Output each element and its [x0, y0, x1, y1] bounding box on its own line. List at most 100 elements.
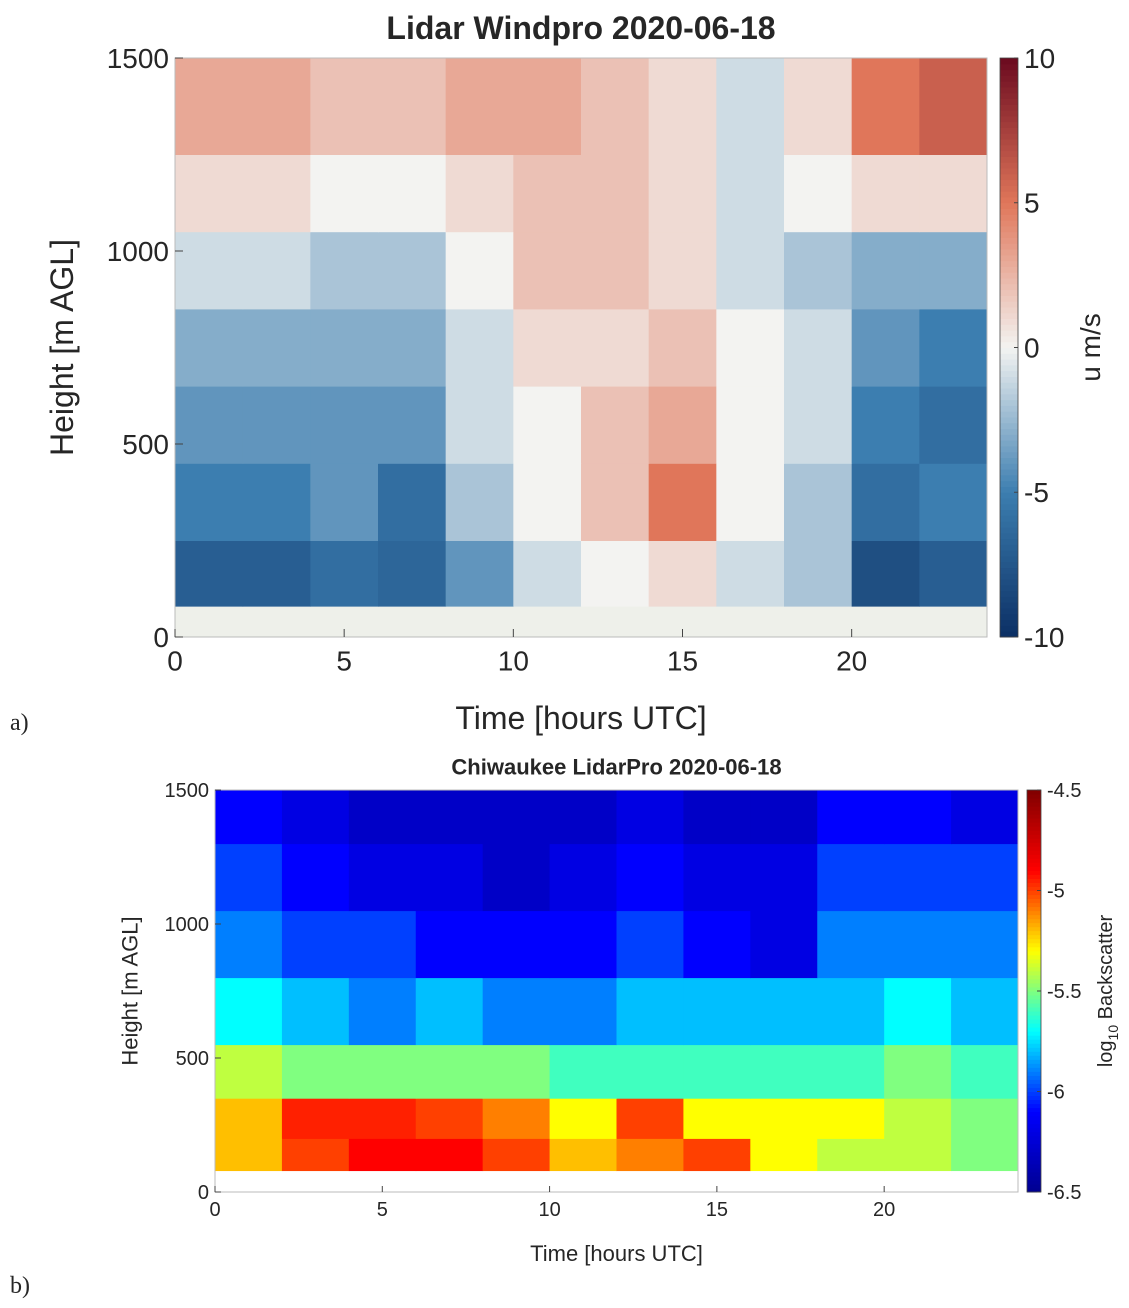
- heatmap-cell: [348, 910, 417, 979]
- heatmap-cell: [215, 1098, 283, 1139]
- heatmap-cell: [951, 790, 1019, 845]
- heatmap-cell: [784, 58, 853, 155]
- colorbar-slice: [1027, 874, 1041, 879]
- heatmap-cell: [482, 977, 551, 1046]
- colorbar-slice: [1000, 416, 1018, 424]
- colorbar-slice: [1000, 133, 1018, 140]
- colorbar-label: u m/s: [1075, 313, 1106, 381]
- y-tick-label: 500: [176, 1048, 209, 1070]
- colorbar-slice: [1027, 1087, 1041, 1092]
- heatmap-cell: [919, 154, 988, 233]
- heatmap-cell: [415, 1098, 484, 1139]
- colorbar-slice: [1027, 906, 1041, 912]
- heatmap-cell: [951, 1138, 1019, 1172]
- heatmap-cell: [482, 790, 551, 845]
- colorbar-slice: [1027, 1135, 1041, 1141]
- colorbar-slice: [1000, 139, 1018, 146]
- colorbar-slice: [1027, 1091, 1041, 1097]
- colorbar-slice: [1000, 353, 1018, 360]
- colorbar-slice: [1000, 121, 1018, 128]
- heatmap-cell: [348, 843, 417, 912]
- colorbar-tick-label: -6: [1047, 1082, 1065, 1104]
- heatmap-cell: [716, 463, 785, 541]
- colorbar-slice: [1000, 249, 1018, 256]
- colorbar-slice: [1000, 115, 1018, 123]
- heatmap-cell: [648, 308, 717, 387]
- colorbar-slice: [1000, 521, 1018, 528]
- colorbar-slice: [1027, 946, 1041, 952]
- colorbar-slice: [1027, 1103, 1041, 1109]
- colorbar-slice: [1027, 1023, 1041, 1028]
- heatmap-cell: [549, 1098, 617, 1139]
- heatmap-cell: [851, 58, 920, 155]
- heatmap-cell: [648, 154, 717, 233]
- heatmap-cell: [616, 910, 684, 979]
- colorbar-slice: [1000, 260, 1018, 267]
- colorbar-slice: [1000, 202, 1018, 210]
- colorbar-slice: [1027, 910, 1041, 916]
- heatmap-cell: [482, 1138, 551, 1172]
- heatmap-cell: [445, 231, 514, 310]
- colorbar-slice: [1000, 220, 1018, 227]
- colorbar-slice: [1027, 822, 1041, 827]
- y-tick-label: 1500: [107, 43, 169, 74]
- heatmap-cell: [549, 1138, 617, 1172]
- colorbar-slice: [1000, 312, 1018, 320]
- colorbar-slice: [1000, 584, 1018, 592]
- colorbar-slice: [1000, 428, 1018, 435]
- colorbar-slice: [1000, 515, 1018, 522]
- colorbar-label-part: log: [1095, 1040, 1117, 1067]
- colorbar-slice: [1000, 179, 1018, 186]
- colorbar-slice: [1000, 503, 1018, 511]
- heatmap-cell: [683, 1044, 751, 1099]
- colorbar-slice: [1027, 814, 1041, 819]
- colorbar-label-part: u m/s: [1075, 313, 1106, 381]
- heatmap-cell: [513, 463, 582, 541]
- heatmap-cell: [750, 1138, 818, 1172]
- heatmap-cell: [750, 1098, 818, 1139]
- heatmap-cell: [348, 790, 417, 845]
- colorbar-slice: [1000, 625, 1018, 632]
- heatmap-cell: [817, 910, 885, 979]
- colorbar-slice: [1027, 958, 1041, 964]
- heatmap-cell: [648, 231, 717, 310]
- colorbar-slice: [1000, 538, 1018, 545]
- colorbar-slice: [1000, 393, 1018, 401]
- heatmap-cell: [445, 386, 514, 464]
- colorbar-slice: [1027, 1035, 1041, 1040]
- heatmap-cell: [750, 1044, 818, 1099]
- heatmap-cell: [348, 1044, 417, 1099]
- colorbar-slice: [1000, 196, 1018, 204]
- x-axis-label: Time [hours UTC]: [530, 1241, 703, 1266]
- heatmap-cell: [415, 1044, 484, 1099]
- colorbar-slice: [1000, 75, 1018, 82]
- colorbar-tick-label: -5: [1024, 477, 1049, 508]
- colorbar-slice: [1000, 486, 1018, 493]
- heatmap-cell: [951, 910, 1019, 979]
- colorbar-tick-label: -5: [1047, 881, 1065, 903]
- heatmap-cell: [784, 308, 853, 387]
- colorbar-slice: [1000, 306, 1018, 314]
- heatmap-cell: [549, 843, 617, 912]
- colorbar-slice: [1000, 208, 1018, 215]
- colorbar-slice: [1027, 1175, 1041, 1181]
- colorbar-slice: [1000, 399, 1018, 406]
- colorbar-slice: [1027, 830, 1041, 835]
- colorbar-slice: [1027, 1039, 1041, 1044]
- colorbar-slice: [1027, 974, 1041, 980]
- heatmap-cell: [378, 154, 447, 233]
- heatmap-cell: [175, 154, 244, 233]
- heatmap-cell: [616, 1138, 684, 1172]
- x-tick-label: 20: [873, 1199, 895, 1221]
- colorbar-slice: [1027, 1155, 1041, 1161]
- colorbar-slice: [1027, 1055, 1041, 1060]
- heatmap-cell: [445, 540, 514, 607]
- heatmap-cell: [215, 1138, 283, 1172]
- colorbar-slice: [1027, 1143, 1041, 1149]
- heatmap-cell: [242, 463, 311, 541]
- colorbar-slice: [1000, 573, 1018, 580]
- colorbar-slice: [1027, 1075, 1041, 1080]
- colorbar-slice: [1000, 150, 1018, 157]
- colorbar-slice: [1000, 498, 1018, 505]
